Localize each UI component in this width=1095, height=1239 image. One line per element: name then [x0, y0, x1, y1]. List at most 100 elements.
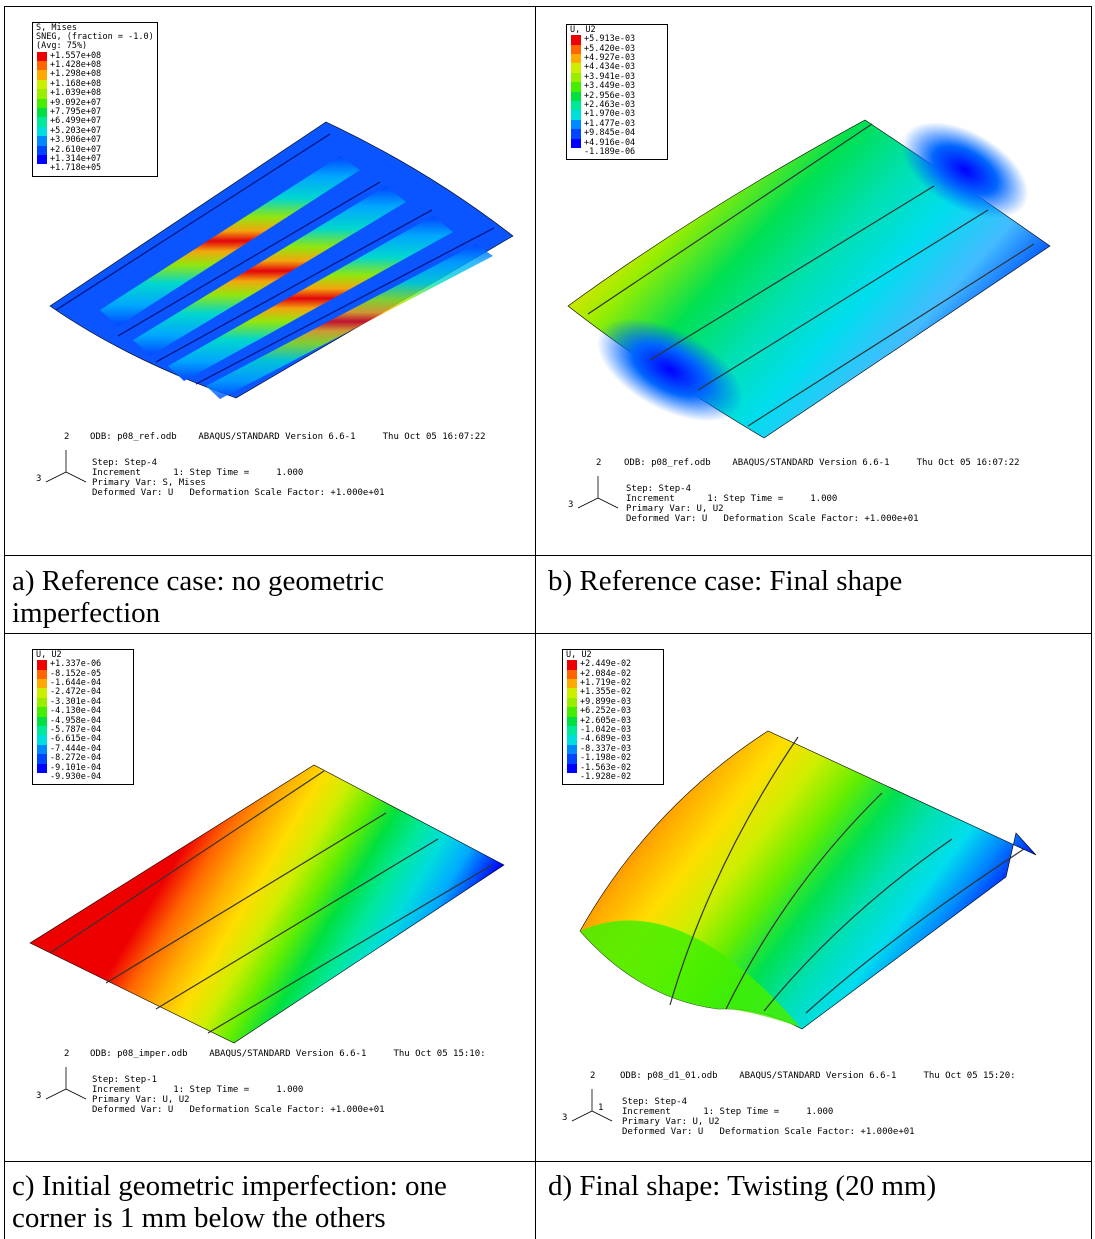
triad-axis-label: 2 [64, 432, 70, 442]
legend-row: -1.928e-02 [567, 772, 663, 782]
panel-a-stiffeners [55, 133, 495, 385]
step-info-increment: Increment 1: Step Time = 1.000 [626, 494, 838, 504]
legend-swatch [37, 126, 47, 137]
legend-value: -8.152e-05 [50, 668, 102, 679]
legend-row: +1.428e+08 [37, 60, 157, 71]
legend-swatch [567, 754, 577, 764]
legend-row: +6.499e+07 [37, 117, 157, 127]
legend-row: +1.477e-03 [571, 118, 667, 130]
legend-swatch [571, 138, 581, 148]
panel-d-legend-rows: +2.449e-02 +2.084e-02 +1.719e-02 +1.355e-02… [567, 660, 663, 782]
legend-value: +9.092e+07 [50, 97, 102, 108]
legend-value: +9.899e-03 [580, 696, 632, 707]
legend-value: -4.689e-03 [580, 734, 632, 745]
legend-row: +3.906e+07 [37, 136, 157, 146]
legend-swatch [37, 744, 47, 755]
legend-value: +1.557e+08 [50, 50, 102, 61]
panel-c-legend: U, U2 +1.337e-06 -8.152e-05 -1.644e-04 -2.4… [32, 649, 134, 786]
grid-line-row2-bottom [4, 1161, 1091, 1162]
legend-swatch [37, 98, 47, 108]
legend-swatch [37, 678, 47, 689]
panel-d-plot: U, U2 +2.449e-02 +2.084e-02 +1.719e-02 +1.3… [540, 637, 1088, 1158]
legend-swatch [571, 148, 581, 157]
run-date: Thu Oct 05 16:07:22 [889, 458, 1020, 468]
legend-swatch [37, 164, 47, 173]
legend-swatch [567, 697, 577, 708]
step-info-step: Step: Step-1 [92, 1075, 158, 1085]
panel-c-odb-line: ODB: p08_imper.odb ABAQUS/STANDARD Versi… [90, 1049, 486, 1059]
panel-b-stiffeners [587, 123, 1035, 427]
panel-a-stiffener-4 [195, 227, 495, 385]
legend-swatch [37, 89, 47, 99]
step-info-step: Step: Step-4 [626, 484, 692, 494]
solver-version: ABAQUS/STANDARD Version 6.6-1 [717, 1071, 897, 1081]
legend-swatch [567, 735, 577, 745]
triad-axis-line [45, 1088, 67, 1100]
legend-value: +1.298e+08 [50, 69, 102, 80]
grid-line-left [4, 6, 5, 1239]
coordinate-triad-icon [45, 1067, 87, 1100]
legend-swatch [567, 763, 577, 773]
legend-swatch [37, 145, 47, 155]
triad-axis-line [65, 471, 87, 483]
legend-value: -1.198e-02 [580, 753, 632, 764]
legend-value: +5.913e-03 [584, 34, 636, 45]
panel-a-band-1 [100, 156, 360, 326]
legend-swatch [571, 129, 581, 139]
legend-row: +4.927e-03 [571, 53, 667, 64]
legend-row: -1.198e-02 [567, 753, 663, 764]
coordinate-triad-icon [571, 1089, 613, 1122]
panel-d-stiffener-3 [763, 838, 953, 1012]
panel-a-stiffener-3 [155, 209, 433, 363]
panel-c-stiffeners [49, 770, 493, 1034]
legend-value: +2.956e-03 [584, 90, 636, 101]
solver-version: ABAQUS/STANDARD Version 6.6-1 [176, 432, 356, 442]
panel-a-legend: S, Mises SNEG, (fraction = -1.0) (Avg: 75%… [32, 22, 158, 177]
panel-b-stiffener-3 [697, 209, 989, 391]
legend-swatch [567, 688, 577, 698]
legend-value: +1.719e-02 [580, 678, 632, 689]
panel-c-stiffener-1 [49, 770, 325, 954]
panel-a-legend-title-line: SNEG, (fraction = -1.0) [36, 32, 154, 43]
legend-swatch [571, 72, 581, 83]
legend-row: +1.970e-03 [571, 109, 667, 120]
legend-value: -1.189e-06 [584, 146, 636, 157]
legend-value: +1.718e+05 [50, 163, 102, 174]
legend-value: -6.615e-04 [50, 734, 102, 745]
legend-value: +1.428e+08 [50, 60, 102, 71]
step-info-increment: Increment 1: Step Time = 1.000 [92, 1085, 304, 1095]
legend-value: +6.252e-03 [580, 706, 632, 717]
legend-row: -8.337e-03 [567, 744, 663, 755]
legend-row: +1.314e+07 [37, 154, 157, 165]
legend-swatch [571, 44, 581, 54]
legend-value: +1.477e-03 [584, 118, 636, 129]
panel-a-stiffener-1 [55, 133, 331, 311]
panel-b-blue-zone-2 [596, 318, 744, 422]
legend-swatch [571, 53, 581, 64]
legend-row: +9.092e+07 [37, 97, 157, 108]
triad-axis-label: 3 [568, 500, 574, 510]
legend-row: -1.189e-06 [571, 146, 667, 157]
legend-swatch [37, 70, 47, 80]
legend-row: -7.444e-04 [37, 744, 133, 755]
step-info-increment: Increment 1: Step Time = 1.000 [622, 1107, 834, 1117]
legend-value: -1.042e-03 [580, 725, 632, 736]
panel-b-stiffener-1 [587, 123, 873, 315]
legend-value: +2.463e-03 [584, 100, 636, 111]
legend-row: +2.956e-03 [571, 90, 667, 101]
legend-swatch [37, 660, 47, 670]
legend-value: +5.420e-03 [584, 43, 636, 54]
legend-row: +2.605e-03 [567, 716, 663, 726]
triad-axis-label: 1 [598, 1103, 604, 1113]
triad-axis-label: 3 [36, 1091, 42, 1101]
legend-row: +6.252e-03 [567, 706, 663, 717]
legend-value: +1.970e-03 [584, 109, 636, 120]
legend-value: -4.130e-04 [50, 706, 102, 717]
legend-swatch [567, 678, 577, 689]
legend-value: -3.301e-04 [50, 696, 102, 707]
legend-swatch [567, 744, 577, 755]
legend-swatch [37, 107, 47, 118]
legend-swatch [571, 119, 581, 130]
triad-axis-line [45, 471, 67, 483]
